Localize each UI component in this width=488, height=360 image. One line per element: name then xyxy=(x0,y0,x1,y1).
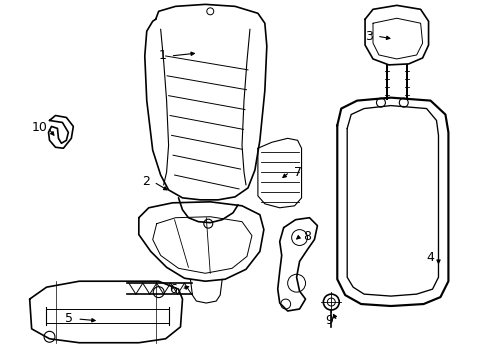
Text: 6: 6 xyxy=(169,283,177,296)
Text: 5: 5 xyxy=(65,312,73,325)
Text: 8: 8 xyxy=(303,230,311,243)
Text: 2: 2 xyxy=(142,175,149,189)
Text: 1: 1 xyxy=(159,49,166,63)
Text: 7: 7 xyxy=(293,166,301,179)
Text: 9: 9 xyxy=(325,314,333,327)
Text: 10: 10 xyxy=(32,121,47,134)
Text: 3: 3 xyxy=(365,30,372,42)
Text: 4: 4 xyxy=(426,251,434,264)
